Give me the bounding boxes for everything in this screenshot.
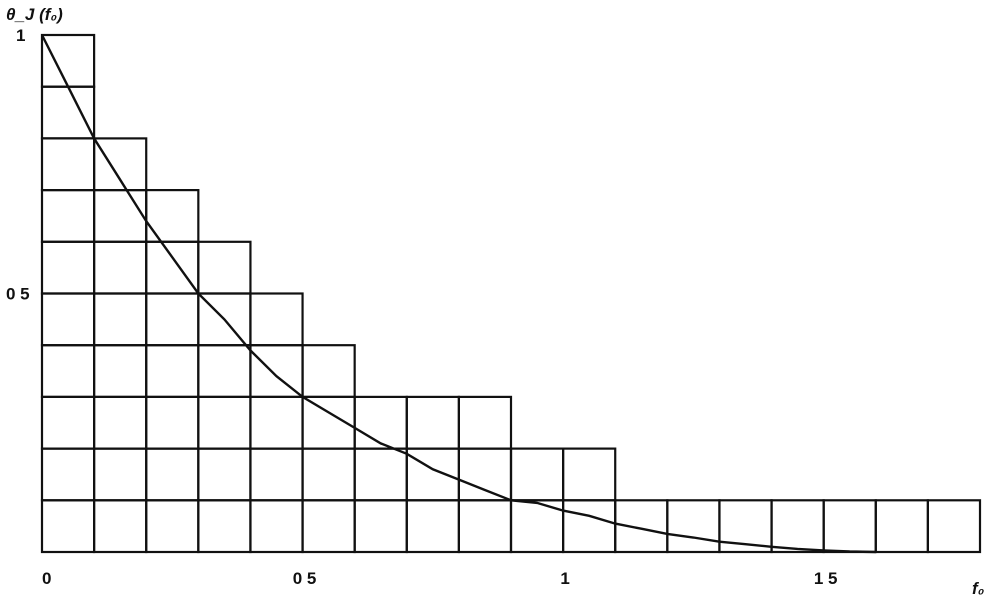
bar-0-cell-1	[40, 447, 96, 502]
bar-2-cell-1	[145, 447, 200, 502]
bar-17-cell-0	[926, 499, 982, 554]
bar-6-cell-1	[353, 447, 408, 502]
bar-10-cell-1	[562, 447, 617, 502]
bar-5-cell-3	[301, 344, 356, 399]
bar-14-cell-0	[770, 499, 825, 554]
bar-4-cell-0	[249, 499, 304, 554]
bar-7-cell-1	[405, 447, 460, 502]
bar-2-cell-3	[145, 344, 200, 399]
bar-3-cell-3	[197, 344, 252, 399]
bar-7-cell-0	[405, 499, 460, 554]
bar-0-cell-0	[40, 499, 96, 554]
bar-4-cell-2	[249, 395, 304, 450]
bar-0-cell-6	[40, 189, 96, 243]
bar-8-cell-2	[457, 395, 513, 450]
tick-labels: 0 0 5 1 1 5 0 5 1	[6, 26, 837, 588]
bar-5-cell-0	[301, 499, 356, 554]
histogram-bars	[40, 33, 982, 554]
bar-3-cell-0	[197, 499, 252, 554]
bar-0-cell-4	[40, 292, 96, 347]
bar-1-cell-7	[93, 137, 148, 192]
bar-8-cell-0	[457, 499, 513, 554]
bar-2-cell-2	[145, 395, 200, 450]
bar-1-cell-4	[93, 292, 148, 347]
x-tick-label-3: 1 5	[814, 569, 838, 588]
bar-9-cell-1	[509, 447, 565, 502]
bar-1-cell-1	[93, 447, 148, 502]
bar-1-cell-2	[93, 395, 148, 450]
bar-7-cell-2	[405, 395, 460, 450]
bar-12-cell-0	[666, 499, 721, 554]
x-tick-label-2: 1	[560, 569, 569, 588]
bar-1-cell-5	[93, 240, 148, 295]
bar-4-cell-4	[249, 292, 304, 347]
y-tick-label-0: 0 5	[6, 285, 30, 304]
bar-1-cell-6	[93, 189, 148, 243]
bar-2-cell-6	[145, 189, 200, 243]
y-axis-label: θ_J (f₀)	[6, 5, 63, 24]
y-tick-label-1: 1	[16, 26, 25, 45]
bar-8-cell-1	[457, 447, 513, 502]
bar-1-cell-0	[93, 499, 148, 554]
bar-0-cell-2	[40, 395, 96, 450]
bar-2-cell-0	[145, 499, 200, 554]
bar-4-cell-1	[249, 447, 304, 502]
bar-0-cell-5	[40, 240, 96, 295]
bar-0-cell-9	[40, 33, 96, 88]
x-axis-label: f₀	[972, 579, 985, 598]
bar-3-cell-1	[197, 447, 252, 502]
bar-0-cell-8	[40, 85, 96, 140]
bar-6-cell-2	[353, 395, 408, 450]
bar-2-cell-5	[145, 240, 200, 295]
bar-15-cell-0	[822, 499, 877, 554]
bar-0-cell-7	[40, 137, 96, 192]
bar-3-cell-5	[197, 240, 252, 295]
bar-10-cell-0	[562, 499, 617, 554]
x-tick-label-1: 0 5	[293, 569, 317, 588]
bar-1-cell-3	[93, 344, 148, 399]
bar-3-cell-2	[197, 395, 252, 450]
bar-2-cell-4	[145, 292, 200, 347]
decay-curve-series	[40, 34, 876, 554]
x-tick-label-0: 0	[42, 569, 51, 588]
bar-6-cell-0	[353, 499, 408, 554]
bar-16-cell-0	[874, 499, 929, 554]
bar-5-cell-1	[301, 447, 356, 502]
bar-0-cell-3	[40, 344, 96, 399]
